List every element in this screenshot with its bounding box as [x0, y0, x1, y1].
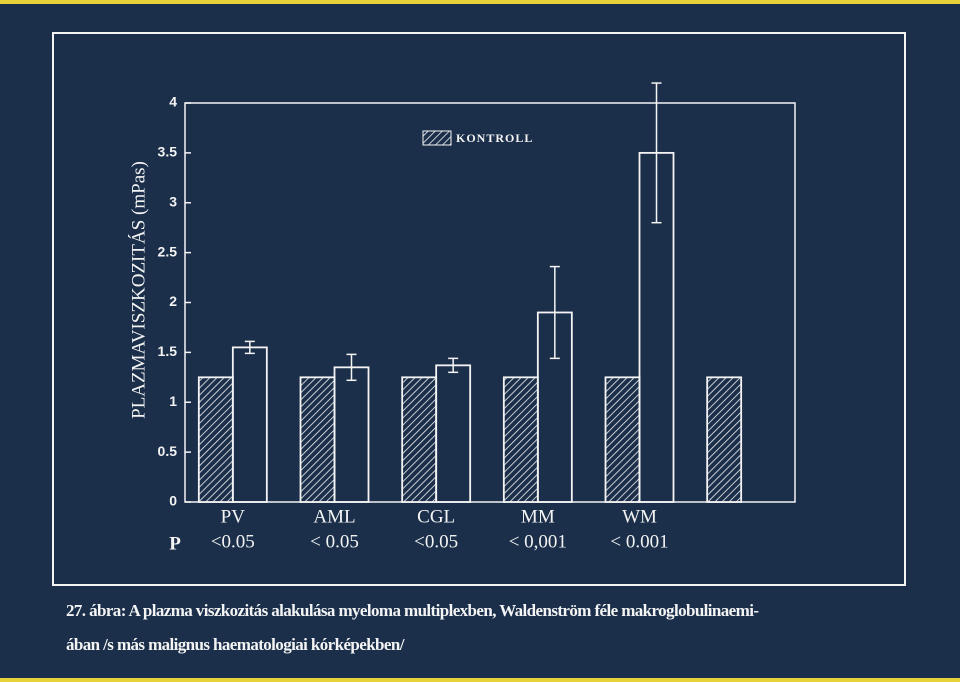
y-tick-label: 4 [169, 94, 177, 110]
bar [604, 376, 641, 503]
x-tick-label: CGL [417, 506, 455, 527]
p-value-label: < 0,001 [509, 531, 567, 552]
bar [706, 376, 743, 503]
caption-label: 27. ábra: [66, 601, 126, 620]
error-bar [549, 265, 560, 360]
bottom-border [0, 678, 960, 682]
error-bar [346, 353, 357, 382]
bar [502, 376, 539, 503]
error-bar [651, 82, 662, 224]
y-tick-label: 2.5 [158, 243, 178, 259]
caption-line: ában /s más malignus haematologiai kórké… [66, 635, 405, 654]
y-tick-label: 1.5 [158, 343, 178, 359]
x-tick-label: AML [313, 506, 355, 527]
y-tick-label: 0.5 [158, 443, 178, 459]
legend-swatch [422, 130, 452, 146]
frame [52, 32, 906, 586]
plot-area [184, 102, 796, 503]
p-value-label: < 0.001 [610, 531, 668, 552]
top-border [0, 0, 960, 4]
y-tick-label: 1 [169, 393, 177, 409]
error-bar [244, 340, 255, 355]
p-value-label: < 0.05 [310, 531, 359, 552]
bar [401, 376, 438, 503]
error-bar [448, 357, 459, 374]
bar [333, 366, 370, 503]
x-tick-label: PV [221, 506, 246, 527]
y-tick-label: 0 [169, 493, 177, 509]
legend-label: KONTROLL [456, 131, 533, 145]
caption-line: 27. ábra: A plazma viszkozitás alakulása… [66, 601, 759, 620]
p-label: P [169, 533, 181, 554]
bar [231, 346, 268, 503]
x-tick-label: MM [521, 506, 555, 527]
caption-text: A plazma viszkozitás alakulása myeloma m… [128, 601, 759, 620]
bar [299, 376, 336, 503]
y-tick-label: 3 [169, 193, 177, 209]
bar [435, 364, 472, 503]
p-value-label: <0.05 [211, 531, 255, 552]
y-tick-label: 3.5 [158, 144, 178, 160]
p-value-label: <0.05 [414, 531, 458, 552]
y-axis-label: PLAZMAVISZKOZITÁS (mPas) [127, 161, 149, 419]
y-tick-label: 2 [169, 293, 177, 309]
bar [197, 376, 234, 503]
x-tick-label: WM [622, 506, 657, 527]
